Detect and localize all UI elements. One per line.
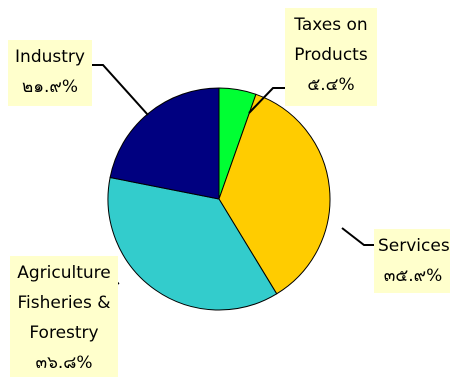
slice-industry xyxy=(109,87,220,200)
value-label: ๒๑.๙% xyxy=(21,77,78,97)
slice-agriculture xyxy=(107,176,278,311)
label-taxes-on-products: Taxes on Products ๕.๔% xyxy=(285,8,377,106)
value-label: ๓๕.๙% xyxy=(383,266,443,286)
label-line: Services xyxy=(378,236,450,256)
label-line: Forestry xyxy=(29,323,99,343)
leader-line-services xyxy=(341,227,374,246)
label-industry: Industry ๒๑.๙% xyxy=(8,40,92,106)
label-line: Agriculture xyxy=(17,263,111,283)
label-services: Services ๓๕.๙% xyxy=(374,229,450,293)
leader-line-industry xyxy=(92,64,149,116)
leader-line-taxes-on-products xyxy=(248,87,285,114)
value-label: ๕.๔% xyxy=(307,75,355,95)
label-line: Fisheries & xyxy=(17,293,111,313)
value-label: ๓๖.๘% xyxy=(35,353,93,373)
label-line: Industry xyxy=(15,47,85,67)
label-agriculture-fisheries-forestry: Agriculture Fisheries & Forestry ๓๖.๘% xyxy=(10,256,118,377)
label-line: Taxes on xyxy=(294,15,368,35)
label-line: Products xyxy=(294,45,368,65)
